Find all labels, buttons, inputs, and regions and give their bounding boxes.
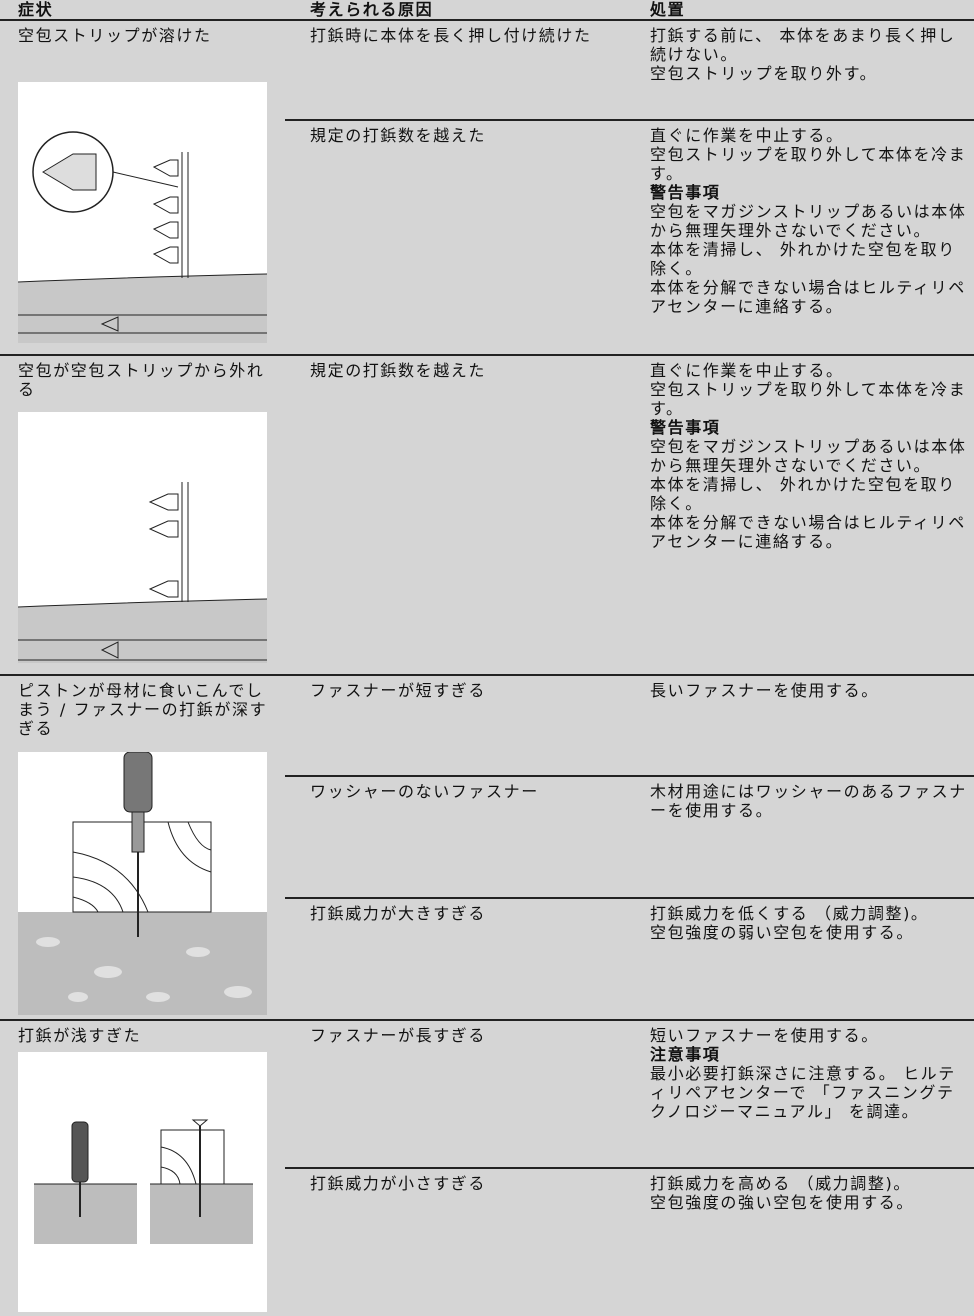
remedy-heading: 注意事項 [650, 1045, 721, 1064]
sub-rule [285, 1167, 974, 1169]
remedy-line: 空包強度の強い空包を使用する。 [650, 1193, 915, 1212]
remedy-line: 長いファスナーを使用する。 [650, 681, 879, 700]
remedy-heading: 警告事項 [650, 418, 721, 437]
sub-rule [285, 119, 974, 121]
remedy-line: 本体を清掃し、 外れかけた空包を取り除く。 [650, 240, 956, 278]
cause: ワッシャーのないファスナー [310, 782, 539, 801]
remedy-line: 直ぐに作業を中止する。 [650, 361, 844, 380]
remedy-line: 打鋲する前に、 本体をあまり長く押し続けない。 [650, 26, 956, 64]
remedy-line: 短いファスナーを使用する。 [650, 1026, 879, 1045]
header-cell: 処置 [650, 0, 686, 19]
remedy-line: 打鋲威力を低くする （威力調整)。 [650, 904, 929, 923]
deep-drive-drawing [18, 752, 267, 1015]
cause: ファスナーが短すぎる [310, 681, 487, 700]
melted-strip-drawing [18, 131, 267, 343]
remedy-line: 空包をマガジンストリップあるいは本体から無理矢理外さないでください。 [650, 437, 967, 475]
sub-rule [285, 775, 974, 777]
symptom: 空包が空包ストリップから外れる [18, 361, 265, 399]
remedy: 打鋲威力を低くする （威力調整)。 空包強度の弱い空包を使用する。 [650, 904, 970, 942]
cause: 規定の打鋲数を越えた [310, 361, 487, 380]
remedy: 打鋲威力を高める （威力調整)。 空包強度の強い空包を使用する。 [650, 1174, 970, 1212]
remedy: 打鋲する前に、 本体をあまり長く押し続けない。 空包ストリップを取り外す。 [650, 26, 970, 83]
header-cell: 症状 [18, 0, 54, 19]
loose-cartridge-drawing [18, 482, 267, 663]
remedy-line: 打鋲威力を高める （威力調整)。 [650, 1174, 911, 1193]
remedy-line: 空包ストリップを取り外して本体を冷ます。 [650, 380, 967, 418]
remedy-line: 本体を清掃し、 外れかけた空包を取り除く。 [650, 475, 956, 513]
remedy: 長いファスナーを使用する。 [650, 681, 970, 700]
cause: 打鋲時に本体を長く押し付け続けた [310, 26, 592, 45]
remedy-line: 木材用途にはワッシャーのあるファスナーを使用する。 [650, 782, 967, 820]
remedy-line: 空包強度の弱い空包を使用する。 [650, 923, 915, 942]
row-rule [0, 674, 974, 676]
illustration [18, 412, 267, 663]
remedy-line: 本体を分解できない場合はヒルティリペアセンターに連絡する。 [650, 278, 966, 316]
cause: ファスナーが長すぎる [310, 1026, 487, 1045]
remedy: 短いファスナーを使用する。 注意事項 最小必要打鋲深さに注意する。 ヒルティリペアセ… [650, 1026, 970, 1121]
remedy-line: 空包をマガジンストリップあるいは本体から無理矢理外さないでください。 [650, 202, 967, 240]
remedy-line: 最小必要打鋲深さに注意する。 ヒルティリペアセンターで 「ファスニングテクノロジ… [650, 1064, 956, 1121]
header-rule [0, 19, 974, 21]
cause: 打鋲威力が大きすぎる [310, 904, 487, 923]
remedy: 木材用途にはワッシャーのあるファスナーを使用する。 [650, 782, 970, 820]
remedy-line: 本体を分解できない場合はヒルティリペアセンターに連絡する。 [650, 513, 966, 551]
illustration [18, 1052, 267, 1312]
illustration [18, 752, 267, 1015]
row-rule [0, 1019, 974, 1021]
sub-rule [285, 897, 974, 899]
symptom: 打鋲が浅すぎた [18, 1026, 142, 1045]
row-rule [0, 354, 974, 356]
remedy-line: 空包ストリップを取り外す。 [650, 64, 878, 83]
remedy: 直ぐに作業を中止する。 空包ストリップを取り外して本体を冷ます。 警告事項 空包をマガ… [650, 126, 970, 316]
symptom: ピストンが母材に食いこんでしまう / ファスナーの打鋲が深すぎる [18, 681, 268, 738]
illustration [18, 82, 267, 343]
remedy-line: 空包ストリップを取り外して本体を冷ます。 [650, 145, 967, 183]
cause: 打鋲威力が小さすぎる [310, 1174, 487, 1193]
shallow-drive-drawing [34, 1119, 253, 1244]
cause: 規定の打鋲数を越えた [310, 126, 487, 145]
symptom: 空包ストリップが溶けた [18, 26, 212, 45]
remedy: 直ぐに作業を中止する。 空包ストリップを取り外して本体を冷ます。 警告事項 空包をマガ… [650, 361, 970, 551]
remedy-line: 直ぐに作業を中止する。 [650, 126, 844, 145]
remedy-heading: 警告事項 [650, 183, 721, 202]
header-cell: 考えられる原因 [310, 0, 434, 19]
